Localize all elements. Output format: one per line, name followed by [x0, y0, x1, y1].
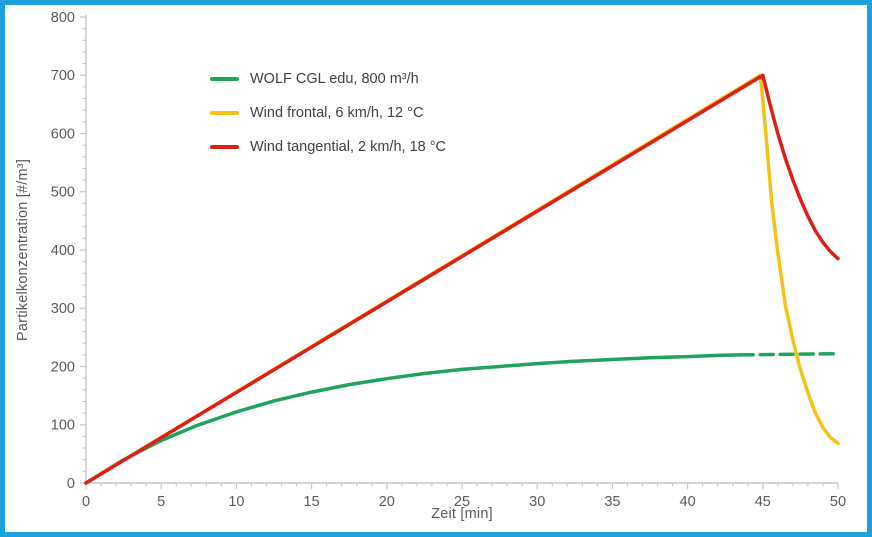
- y-tick-label: 0: [67, 476, 75, 492]
- legend-item-wolf: WOLF CGL edu, 800 m³/h: [210, 62, 446, 96]
- x-tick-label: 50: [830, 494, 846, 510]
- x-tick-label: 20: [379, 494, 395, 510]
- chart-canvas: 0 5 10 15 20 25 30 35 40 45 5001002003004005006007…: [51, 10, 846, 510]
- series-wolf-line: [738, 351, 840, 357]
- x-tick-label: 35: [604, 494, 620, 510]
- x-axis-title: Zeit [min]: [431, 506, 493, 522]
- legend-swatch-wind-tangential: [210, 145, 239, 149]
- series-wolf-line: [84, 353, 742, 485]
- y-tick-label: 400: [51, 243, 75, 259]
- legend-label-wind-frontal: Wind frontal, 6 km/h, 12 °C: [250, 105, 424, 121]
- legend-label-wolf: WOLF CGL edu, 800 m³/h: [250, 71, 419, 87]
- y-tick-label: 700: [51, 68, 75, 84]
- x-tick-label: 10: [228, 494, 244, 510]
- x-tick-label: 45: [755, 494, 771, 510]
- series-wind-tangential-line: [84, 73, 840, 485]
- y-tick-label: 500: [51, 185, 75, 201]
- legend-item-wind-tangential: Wind tangential, 2 km/h, 18 °C: [210, 130, 446, 164]
- y-axis-title: Partikelkonzentration [#/m³]: [15, 158, 31, 342]
- legend-swatch-wind-frontal: [210, 111, 239, 115]
- y-tick-label: 100: [51, 418, 75, 434]
- legend-swatch-wolf: [210, 77, 239, 81]
- legend-item-wind-frontal: Wind frontal, 6 km/h, 12 °C: [210, 96, 446, 130]
- y-tick-label: 300: [51, 301, 75, 317]
- legend: WOLF CGL edu, 800 m³/h Wind frontal, 6 k…: [210, 62, 446, 164]
- x-tick-label: 25: [454, 494, 470, 510]
- legend-label-wind-tangential: Wind tangential, 2 km/h, 18 °C: [250, 139, 447, 155]
- y-tick-label: 600: [51, 126, 75, 142]
- y-tick-label: 800: [51, 10, 75, 26]
- x-tick-label: 40: [680, 494, 696, 510]
- y-tick-label: 200: [51, 359, 75, 375]
- x-tick-label: 15: [304, 494, 320, 510]
- x-tick-label: 30: [529, 494, 545, 510]
- x-tick-label: 5: [157, 494, 165, 510]
- series-wind-frontal-line: [84, 73, 840, 485]
- x-tick-label: 0: [82, 494, 90, 510]
